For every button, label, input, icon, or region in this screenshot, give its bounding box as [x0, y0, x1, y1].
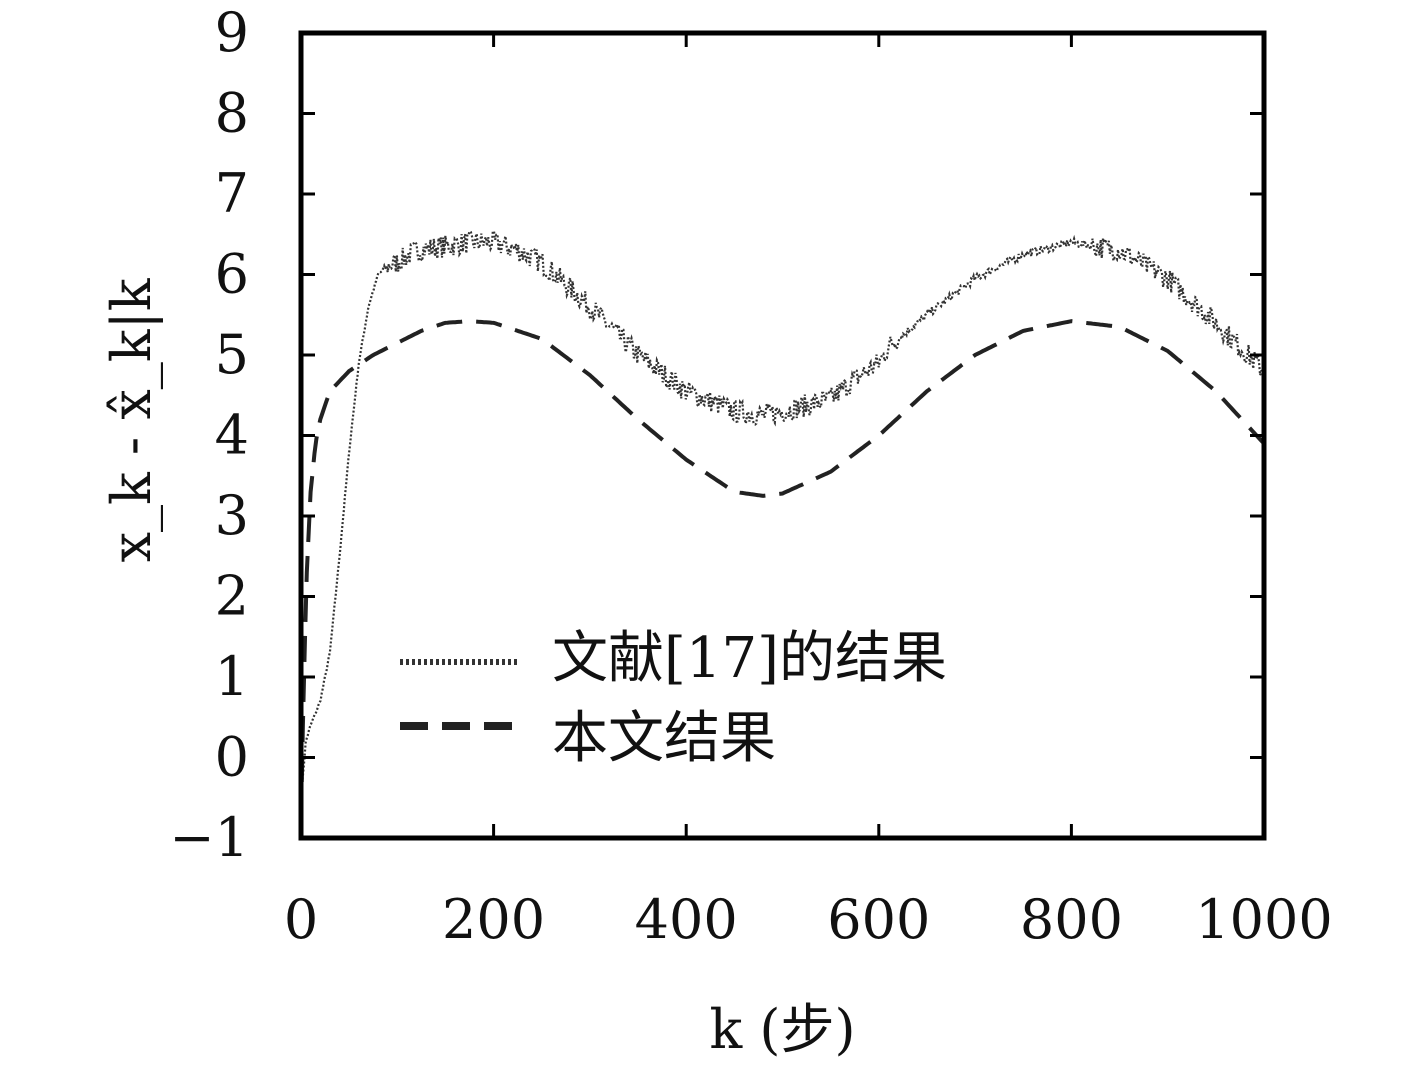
- ticks-layer: 0 200 400 600 800 1000 −1 0 1 2 3 4 5 6 7 8 9: [169, 1, 1332, 951]
- y-tick-label: 5: [215, 323, 249, 386]
- x-tick-label: 600: [827, 888, 930, 951]
- y-axis-label: x_k - x̂_k|k: [100, 277, 163, 562]
- legend: 文献[17]的结果 本文结果: [400, 626, 947, 771]
- y-tick-label: 6: [215, 243, 249, 306]
- y-tick-label: −1: [169, 806, 249, 869]
- y-tick-label: 8: [215, 82, 249, 145]
- y-tick-label: 0: [215, 726, 249, 789]
- x-axis-label: k (步): [709, 998, 855, 1061]
- legend-label-this-paper: 本文结果: [552, 706, 776, 771]
- series-layer: [299, 229, 1266, 822]
- series-reference17-line: [299, 229, 1265, 800]
- y-tick-label: 3: [215, 484, 249, 547]
- legend-label-reference17: 文献[17]的结果: [552, 626, 947, 691]
- series-this-paper-line: [299, 319, 1266, 822]
- x-tick-label: 400: [635, 888, 738, 951]
- x-tick-label: 1000: [1195, 888, 1332, 951]
- y-tick-label: 9: [215, 1, 249, 64]
- y-tick-label: 4: [215, 404, 249, 467]
- y-tick-label: 7: [215, 162, 249, 225]
- y-tick-label: 1: [215, 645, 249, 708]
- y-tick-label: 2: [215, 565, 249, 628]
- x-tick-label: 0: [284, 888, 318, 951]
- x-tick-label: 800: [1020, 888, 1123, 951]
- x-tick-label: 200: [442, 888, 545, 951]
- plot-frame: [298, 30, 1267, 841]
